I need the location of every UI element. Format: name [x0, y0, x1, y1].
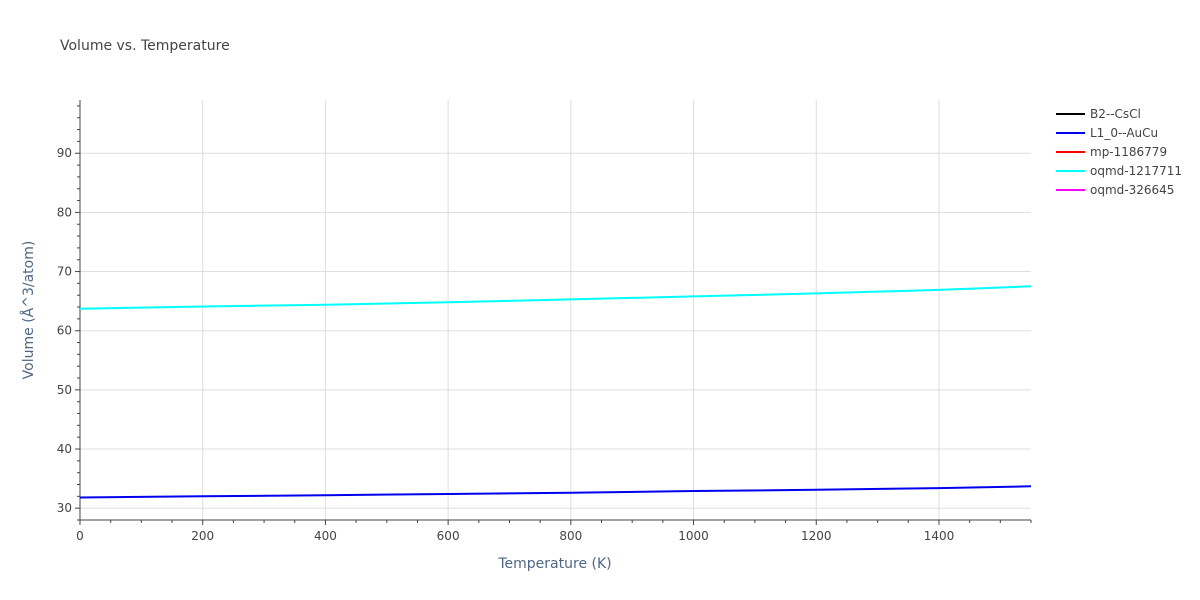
- x-tick-label: 400: [314, 529, 337, 543]
- series-line-L1_0--AuCu[interactable]: [79, 485, 1032, 499]
- chart-title: Volume vs. Temperature: [60, 38, 230, 54]
- x-tick-label: 1400: [924, 529, 955, 543]
- legend-label: B2--CsCl: [1090, 107, 1141, 121]
- legend[interactable]: B2--CsCl L1_0--AuCu mp-1186779 oqmd-1217711…: [1056, 107, 1182, 197]
- y-tick-label: 80: [57, 205, 72, 219]
- legend-label: oqmd-1217711: [1090, 164, 1182, 178]
- y-tick-label: 90: [57, 146, 72, 160]
- legend-item[interactable]: oqmd-326645: [1056, 183, 1174, 197]
- x-tick-label: 600: [437, 529, 460, 543]
- y-tick-label: 70: [57, 265, 72, 279]
- y-tick-label: 60: [57, 324, 72, 338]
- x-axis-title: Temperature (K): [497, 556, 611, 572]
- series-line-oqmd-1217711[interactable]: [79, 285, 1032, 310]
- legend-item[interactable]: oqmd-1217711: [1056, 164, 1182, 178]
- y-tick-label: 50: [57, 383, 72, 397]
- y-axis-title: Volume (Å^3/atom): [20, 241, 37, 380]
- axes: 0 200 400 600 800 1000 1200 1400 30 40 50 60 70 80 90: [57, 100, 1032, 543]
- y-tick-label: 40: [57, 442, 72, 456]
- legend-item[interactable]: mp-1186779: [1056, 145, 1167, 159]
- legend-item[interactable]: B2--CsCl: [1056, 107, 1141, 121]
- y-tick-label: 30: [57, 501, 72, 515]
- x-tick-label: 0: [76, 529, 84, 543]
- x-tick-label: 1000: [678, 529, 709, 543]
- legend-label: L1_0--AuCu: [1090, 126, 1158, 140]
- legend-label: mp-1186779: [1090, 145, 1167, 159]
- legend-label: oqmd-326645: [1090, 183, 1174, 197]
- x-tick-label: 200: [191, 529, 214, 543]
- series-lines: [79, 285, 1032, 499]
- x-tick-label: 1200: [801, 529, 832, 543]
- legend-item[interactable]: L1_0--AuCu: [1056, 126, 1158, 140]
- x-tick-label: 800: [559, 529, 582, 543]
- grid-lines: [80, 100, 1031, 520]
